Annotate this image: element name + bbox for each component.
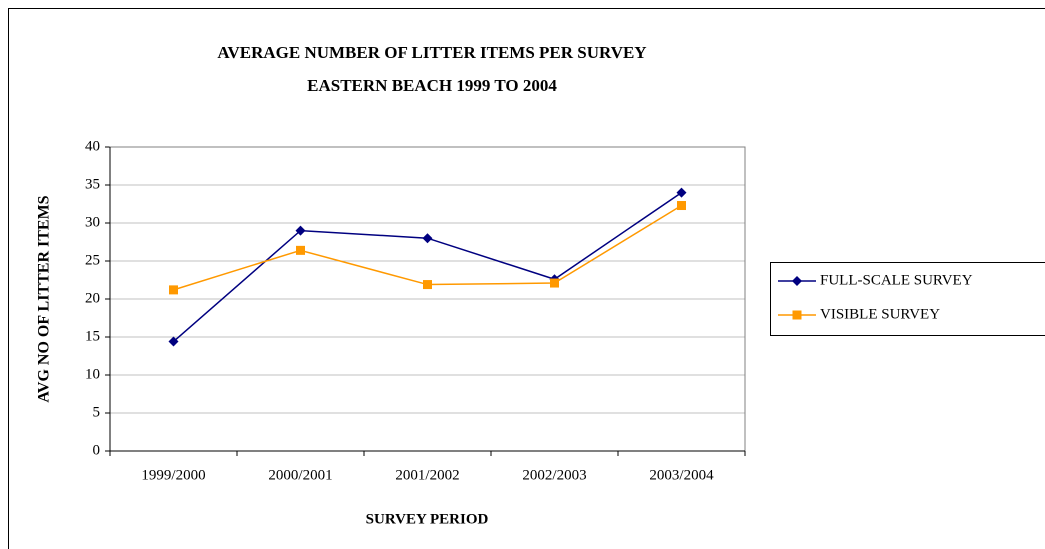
- y-tick-label: 0: [93, 442, 101, 458]
- chart-border: [8, 8, 1045, 549]
- chart-subtitle: EASTERN BEACH 1999 TO 2004: [307, 76, 557, 95]
- y-tick-label: 40: [85, 138, 100, 154]
- x-tick-label: 2001/2002: [395, 467, 459, 483]
- x-tick-label: 2002/2003: [522, 467, 586, 483]
- x-tick-label: 2000/2001: [268, 467, 332, 483]
- legend-box: [770, 262, 1045, 336]
- chart-title: AVERAGE NUMBER OF LITTER ITEMS PER SURVE…: [217, 43, 646, 62]
- data-point: [423, 280, 432, 290]
- y-tick-label: 35: [85, 176, 100, 192]
- y-axis-label: AVG NO OF LITTER ITEMS: [36, 195, 53, 402]
- series-line: [173, 204, 682, 291]
- y-tick-label: 5: [93, 404, 101, 420]
- y-tick-label: 10: [85, 366, 100, 382]
- y-tick-label: 20: [85, 290, 100, 306]
- legend-marker: [792, 276, 802, 286]
- legend-label: VISIBLE SURVEY: [820, 306, 940, 322]
- data-point: [676, 187, 687, 198]
- data-point: [168, 336, 179, 347]
- data-point: [422, 233, 433, 244]
- data-point: [296, 245, 305, 255]
- series-line: [173, 191, 682, 343]
- data-point: [295, 225, 306, 236]
- data-point: [550, 278, 559, 288]
- y-tick-label: 15: [85, 328, 100, 344]
- x-tick-label: 2003/2004: [649, 467, 714, 483]
- x-tick-label: 1999/2000: [141, 467, 205, 483]
- legend-marker: [792, 310, 802, 320]
- data-point: [169, 285, 178, 295]
- data-point: [677, 201, 686, 211]
- legend-label: FULL-SCALE SURVEY: [820, 272, 973, 288]
- y-tick-label: 25: [85, 252, 100, 268]
- y-tick-label: 30: [85, 214, 100, 230]
- x-axis-label: SURVEY PERIOD: [366, 511, 489, 527]
